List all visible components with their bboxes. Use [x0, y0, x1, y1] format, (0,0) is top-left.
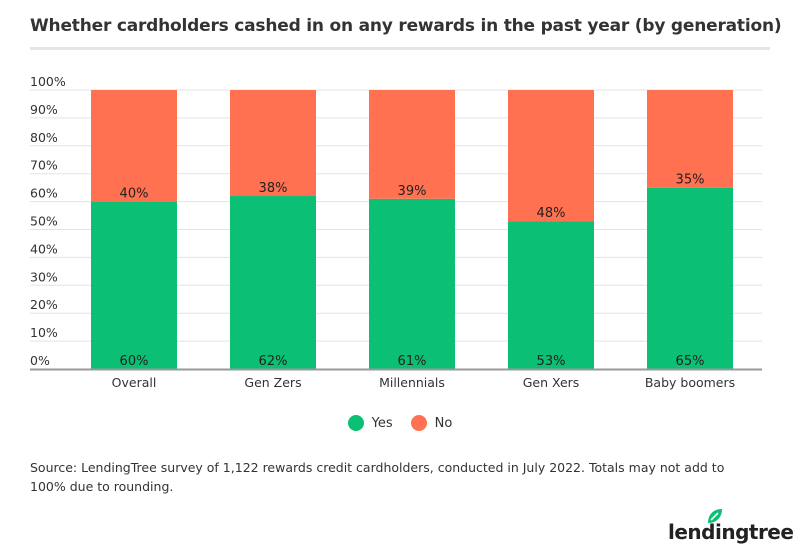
bar-no [647, 90, 733, 188]
y-tick-label: 70% [30, 158, 58, 173]
chart-title: Whether cardholders cashed in on any rew… [30, 16, 782, 36]
data-label-yes: 65% [676, 354, 705, 369]
bar-yes [508, 221, 594, 369]
data-label-no: 39% [398, 184, 427, 199]
legend-item-no: No [410, 415, 453, 431]
bar-chart: 0% 10% 20% 30% 40% 50% 60% 70% 80% 90% 100% 60% 40% O… [30, 74, 762, 390]
leaf-icon [708, 509, 722, 523]
bar-yes [369, 198, 455, 369]
logo-text: lendingtree [668, 520, 794, 544]
data-label-no: 35% [676, 173, 705, 188]
bar-no [369, 90, 455, 199]
y-tick-label: 60% [30, 186, 58, 201]
bar-yes [230, 196, 316, 369]
source-note: Source: LendingTree survey of 1,122 rewa… [30, 460, 725, 494]
legend-swatch-yes [347, 415, 364, 431]
y-tick-label: 40% [30, 241, 58, 256]
legend-label-yes: Yes [371, 415, 393, 431]
data-label-yes: 61% [398, 354, 427, 369]
bar-yes [647, 187, 733, 369]
data-label-yes: 62% [259, 354, 288, 369]
data-label-no: 38% [259, 181, 288, 196]
y-tick-label: 90% [30, 102, 58, 117]
data-label-no: 40% [120, 187, 149, 202]
bar-no [508, 90, 594, 222]
lendingtree-logo: lendingtree [668, 508, 794, 544]
y-tick-label: 80% [30, 130, 58, 145]
bar-yes [91, 201, 177, 369]
legend-swatch-no [410, 415, 427, 431]
y-tick-label: 0% [30, 353, 50, 368]
x-tick-label: Gen Zers [244, 375, 301, 390]
y-tick-label: 50% [30, 214, 58, 229]
x-tick-label: Millennials [379, 375, 445, 390]
legend-item-yes: Yes [347, 415, 393, 431]
legend: Yes No [0, 415, 800, 431]
y-tick-label: 30% [30, 269, 58, 284]
x-tick-label: Baby boomers [645, 375, 735, 390]
y-tick-label: 20% [30, 297, 58, 312]
data-label-no: 48% [537, 206, 566, 221]
y-tick-label: 100% [30, 74, 66, 89]
bar-no [230, 90, 316, 197]
y-tick-label: 10% [30, 325, 58, 340]
data-label-yes: 60% [120, 354, 149, 369]
data-label-yes: 53% [537, 354, 566, 369]
bar-no [91, 90, 177, 202]
x-tick-label: Overall [112, 375, 157, 390]
legend-label-no: No [434, 415, 453, 431]
x-tick-label: Gen Xers [523, 375, 580, 390]
title-divider [30, 47, 770, 50]
